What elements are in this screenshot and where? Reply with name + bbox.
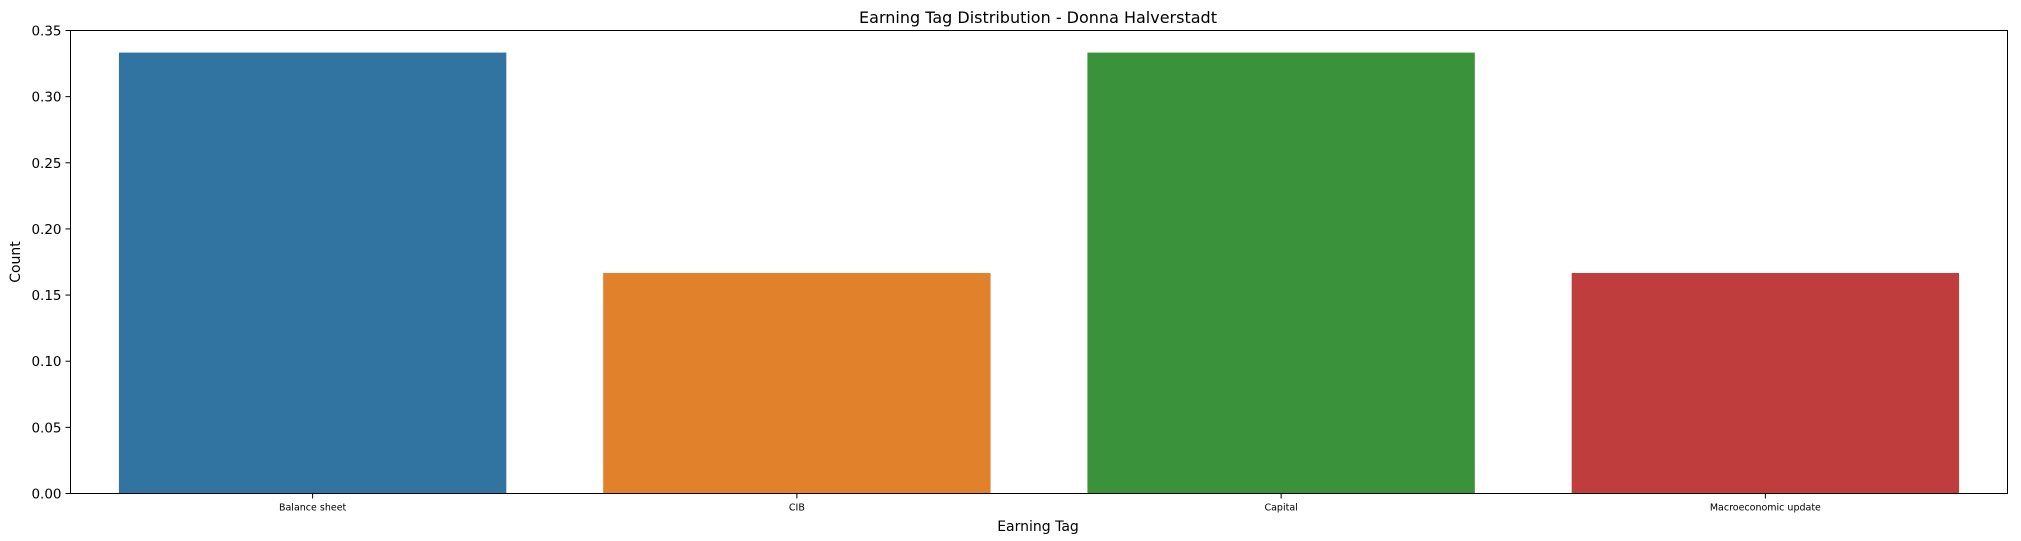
y-tick-label: 0.25 xyxy=(31,156,61,172)
bars-group xyxy=(118,52,1960,494)
bar-balance-sheet xyxy=(118,52,507,494)
x-tick-label: Capital xyxy=(1264,503,1297,514)
x-tick-label: Macroeconomic update xyxy=(1710,503,1821,514)
y-axis-ticks: 0.00 0.05 0.10 0.15 0.20 0.25 0.30 0.35 xyxy=(31,24,71,503)
y-axis-label: Count xyxy=(8,241,24,283)
x-tick-label: CIB xyxy=(789,503,805,514)
y-tick-label: 0.35 xyxy=(31,24,61,40)
y-tick-label: 0.00 xyxy=(31,487,61,503)
y-tick-label: 0.10 xyxy=(31,354,61,370)
x-axis-ticks: Balance sheet CIB Capital Macroeconomic upd… xyxy=(279,493,1821,514)
bar-capital xyxy=(1087,52,1475,494)
bar-cib xyxy=(603,272,991,494)
y-tick-label: 0.15 xyxy=(31,288,61,304)
y-tick-label: 0.20 xyxy=(31,222,61,238)
y-tick-label: 0.30 xyxy=(31,90,61,106)
y-tick-label: 0.05 xyxy=(31,420,61,436)
x-axis-label: Earning Tag xyxy=(997,519,1079,535)
x-tick-label: Balance sheet xyxy=(279,503,347,514)
bar-macroeconomic-update xyxy=(1571,272,1960,494)
plot-frame xyxy=(70,30,2008,494)
chart-title: Earning Tag Distribution - Donna Halvers… xyxy=(859,8,1217,27)
